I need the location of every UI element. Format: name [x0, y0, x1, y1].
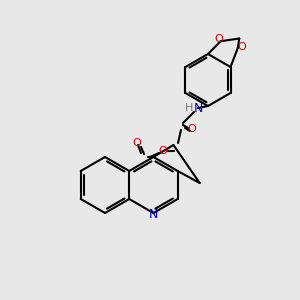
Text: O: O: [214, 34, 223, 44]
Text: N: N: [149, 208, 158, 221]
Text: O: O: [188, 124, 196, 134]
Text: O: O: [238, 42, 246, 52]
Text: O: O: [133, 138, 141, 148]
Text: N: N: [193, 101, 203, 115]
Text: H: H: [184, 103, 193, 113]
Text: O: O: [159, 146, 167, 156]
